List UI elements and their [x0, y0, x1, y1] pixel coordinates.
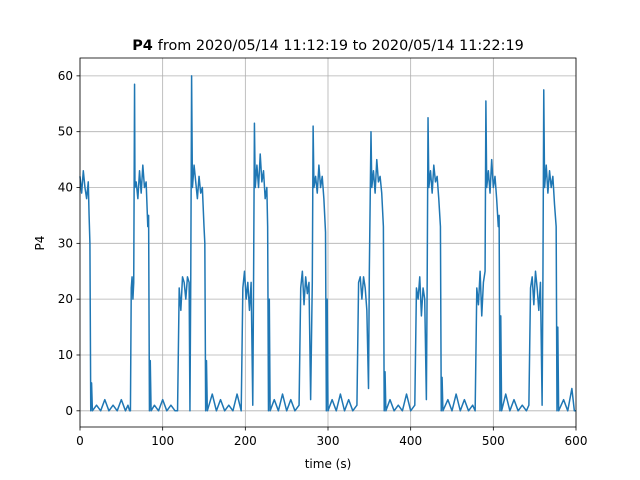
x-tick-label: 600 — [565, 434, 588, 448]
x-tick-label: 300 — [317, 434, 340, 448]
x-tick-label: 100 — [151, 434, 174, 448]
title-rest: from 2020/05/14 11:12:19 to 2020/05/14 1… — [158, 38, 524, 54]
y-tick-label: 30 — [58, 236, 73, 250]
data-line — [79, 75, 576, 412]
x-tick-label: 200 — [234, 434, 257, 448]
y-tick-label: 50 — [58, 125, 73, 139]
x-axis-label: time (s) — [305, 457, 352, 471]
y-tick-label: 60 — [58, 69, 73, 83]
y-tick-label: 40 — [58, 181, 73, 195]
y-tick-label: 20 — [58, 292, 73, 306]
title-bold: P4 — [132, 38, 153, 54]
chart-title: P4 from 2020/05/14 11:12:19 to 2020/05/14… — [132, 38, 524, 54]
plot-frame — [79, 57, 577, 428]
x-tick-label: 500 — [482, 434, 505, 448]
x-tick-label: 0 — [76, 434, 84, 448]
x-tick-label: 400 — [399, 434, 422, 448]
y-tick-label: 0 — [65, 404, 73, 418]
y-tick-label: 10 — [58, 348, 73, 362]
y-axis-label: P4 — [33, 236, 47, 251]
